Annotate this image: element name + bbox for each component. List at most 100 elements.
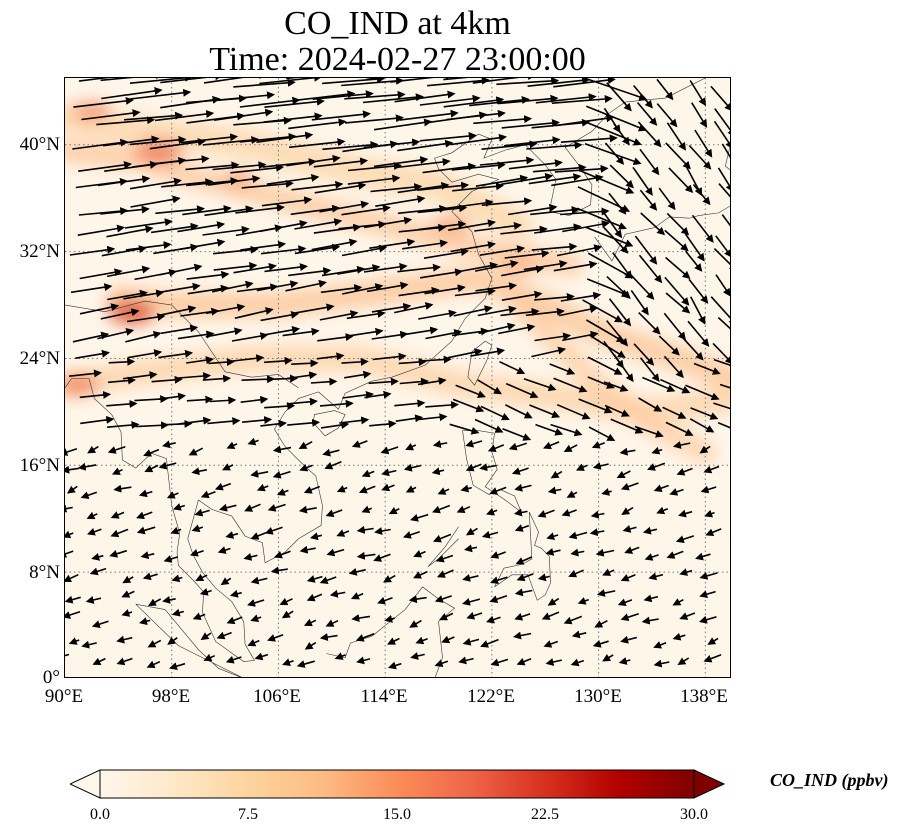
wind-arrow (78, 78, 143, 82)
wind-arrow (603, 107, 621, 134)
wind-arrow (232, 354, 265, 363)
wind-arrow (402, 239, 449, 250)
wind-arrow (279, 597, 293, 606)
wind-arrow (310, 377, 338, 386)
wind-arrow (456, 505, 471, 513)
wind-arrow (178, 372, 212, 381)
wind-arrow (254, 652, 269, 661)
wind-arrow (451, 161, 506, 171)
wind-arrow (171, 574, 183, 583)
wind-arrow (462, 597, 481, 606)
wind-arrow (699, 571, 718, 580)
wind-arrow (274, 550, 291, 559)
wind-arrow (527, 78, 591, 87)
wind-arrow (585, 319, 625, 343)
wind-arrow (608, 298, 632, 327)
wind-arrow (205, 303, 246, 315)
wind-arrow (399, 109, 459, 121)
wind-arrow (276, 488, 289, 496)
wind-arrow (181, 133, 239, 144)
wind-arrow (603, 226, 629, 254)
wind-arrow (640, 212, 666, 236)
wind-arrow (714, 108, 730, 137)
wind-arrow (656, 506, 669, 515)
wind-vectors (65, 78, 730, 671)
wind-arrow (577, 597, 589, 605)
wind-arrow (549, 363, 576, 375)
wind-arrow (500, 172, 554, 186)
wind-arrow (143, 448, 160, 457)
wind-arrow (648, 572, 664, 581)
wind-arrow (172, 503, 186, 511)
wind-arrow (264, 356, 293, 365)
wind-arrow (266, 173, 320, 185)
wind-arrow (546, 532, 559, 541)
wind-arrow (646, 462, 666, 471)
wind-arrow (375, 195, 426, 207)
wind-arrow (225, 655, 242, 664)
wind-arrow (230, 163, 285, 174)
wind-arrow (462, 637, 480, 646)
wind-arrow (256, 483, 269, 492)
wind-arrow (710, 85, 730, 112)
wind-arrow (70, 283, 113, 294)
wind-arrow (620, 612, 639, 622)
wind-arrow (100, 308, 140, 320)
wind-arrow (568, 569, 584, 578)
wind-arrow (231, 332, 269, 342)
wind-arrow (658, 335, 680, 356)
wind-arrow (69, 245, 116, 256)
lat-tick-32: 32°N (19, 241, 60, 262)
wind-arrow (556, 403, 591, 420)
wind-arrow (638, 397, 663, 412)
wind-arrow (452, 398, 485, 413)
wind-arrow (102, 135, 160, 147)
wind-arrow (107, 376, 136, 385)
wind-arrow (214, 482, 232, 491)
wind-arrow (366, 281, 409, 293)
wind-arrow (291, 359, 319, 368)
wind-arrow (296, 660, 316, 668)
coastline (494, 511, 551, 601)
wind-arrow (97, 327, 135, 340)
wind-arrow (688, 144, 712, 170)
wind-arrow (639, 357, 660, 382)
lon-tick-98: 98°E (151, 686, 191, 707)
wind-arrow (166, 491, 179, 499)
wind-arrow (497, 94, 559, 105)
wind-arrow (347, 162, 402, 172)
wind-arrow (699, 445, 711, 454)
wind-arrow (432, 440, 448, 449)
wind-arrow (390, 78, 454, 83)
wind-arrow (563, 615, 583, 625)
wind-arrow (311, 238, 358, 251)
coastline (594, 205, 730, 262)
wind-arrow (644, 553, 659, 561)
wind-arrow (664, 229, 689, 252)
wind-arrow (592, 639, 609, 648)
wind-arrow (177, 221, 226, 233)
wind-arrow (514, 588, 533, 597)
wind-arrow (356, 551, 376, 560)
wind-arrow (425, 328, 463, 340)
wind-arrow (66, 485, 78, 494)
wind-arrow (551, 174, 604, 187)
wind-arrow (242, 416, 273, 425)
wind-arrow (87, 445, 99, 454)
wind-arrow (553, 78, 616, 88)
wind-arrow (91, 552, 104, 561)
wind-arrow (532, 163, 587, 173)
wind-arrow (358, 485, 376, 494)
wind-arrow (634, 235, 658, 265)
wind-arrow (682, 337, 704, 361)
wind-arrow (241, 179, 294, 189)
wind-arrow (417, 204, 468, 214)
wind-arrow (288, 267, 332, 277)
wind-arrow (638, 254, 663, 284)
wind-arrow (550, 423, 583, 437)
wind-arrow (397, 204, 448, 215)
wind-arrow (580, 170, 635, 194)
wind-arrow (678, 509, 693, 518)
wind-arrow (669, 488, 684, 496)
wind-arrow (594, 619, 608, 628)
